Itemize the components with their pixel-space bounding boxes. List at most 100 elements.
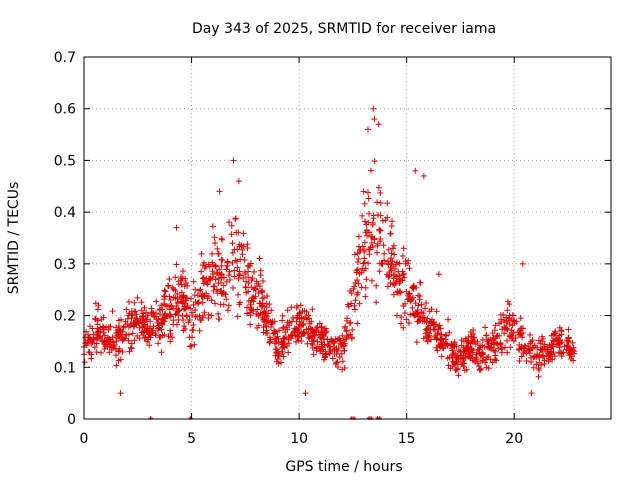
data-point bbox=[126, 348, 133, 355]
data-point bbox=[410, 282, 417, 289]
data-point bbox=[397, 320, 404, 327]
data-point bbox=[385, 246, 392, 253]
data-point bbox=[483, 332, 490, 339]
data-point bbox=[370, 105, 377, 112]
data-point bbox=[229, 284, 236, 291]
data-point bbox=[130, 323, 137, 330]
data-point bbox=[399, 252, 406, 259]
data-point bbox=[259, 300, 266, 307]
y-tick-label: 0.4 bbox=[54, 205, 76, 221]
data-point bbox=[114, 327, 121, 334]
data-point bbox=[536, 359, 543, 366]
data-point bbox=[251, 285, 258, 292]
data-point bbox=[279, 317, 286, 324]
data-point bbox=[210, 271, 217, 278]
data-point bbox=[306, 315, 313, 322]
ticks-layer: 0 0.1 0.2 0.3 0.4 0.5 0.6 0.7 0 5 10 15 20 bbox=[54, 50, 611, 447]
data-point bbox=[245, 262, 252, 269]
data-point bbox=[82, 340, 89, 347]
data-point bbox=[141, 304, 148, 311]
data-point bbox=[170, 286, 177, 293]
data-point bbox=[91, 344, 98, 351]
data-point bbox=[179, 275, 186, 282]
data-point bbox=[489, 359, 496, 366]
data-point bbox=[97, 349, 104, 356]
data-point bbox=[201, 265, 208, 272]
data-point bbox=[296, 315, 303, 322]
data-point bbox=[255, 290, 262, 297]
data-point bbox=[549, 337, 556, 344]
data-point bbox=[316, 320, 323, 327]
data-point bbox=[506, 321, 513, 328]
data-point bbox=[240, 230, 247, 237]
x-tick-label: 20 bbox=[505, 431, 523, 447]
data-point bbox=[374, 199, 381, 206]
data-point bbox=[384, 200, 391, 207]
data-point bbox=[356, 300, 363, 307]
data-point bbox=[415, 318, 422, 325]
data-point bbox=[276, 327, 283, 334]
data-point bbox=[133, 311, 140, 318]
data-point bbox=[222, 291, 229, 298]
data-point bbox=[275, 360, 282, 367]
data-point bbox=[204, 281, 211, 288]
data-point bbox=[465, 340, 472, 347]
data-point bbox=[279, 345, 286, 352]
data-point bbox=[113, 330, 120, 337]
data-point bbox=[183, 280, 190, 287]
data-point bbox=[89, 325, 96, 332]
data-point bbox=[135, 320, 142, 327]
data-point bbox=[113, 345, 120, 352]
data-point bbox=[166, 312, 173, 319]
data-point bbox=[347, 319, 354, 326]
data-point bbox=[391, 265, 398, 272]
data-point bbox=[134, 332, 141, 339]
data-point bbox=[363, 276, 370, 283]
data-point bbox=[224, 262, 231, 269]
data-point bbox=[485, 353, 492, 360]
data-point bbox=[566, 352, 573, 359]
data-point bbox=[451, 340, 458, 347]
data-point bbox=[400, 272, 407, 279]
data-point bbox=[101, 345, 108, 352]
data-point bbox=[104, 335, 111, 342]
data-point bbox=[519, 260, 526, 267]
data-point bbox=[211, 234, 218, 241]
data-point bbox=[529, 337, 536, 344]
data-point bbox=[438, 353, 445, 360]
data-point bbox=[129, 330, 136, 337]
data-point bbox=[571, 350, 578, 357]
data-point bbox=[565, 326, 572, 333]
data-point bbox=[182, 294, 189, 301]
data-point bbox=[170, 305, 177, 312]
data-point bbox=[134, 318, 141, 325]
data-point bbox=[528, 358, 535, 365]
data-point bbox=[354, 320, 361, 327]
data-point bbox=[285, 340, 292, 347]
data-point bbox=[178, 298, 185, 305]
data-point bbox=[223, 278, 230, 285]
data-point bbox=[148, 310, 155, 317]
data-point bbox=[352, 306, 359, 313]
data-point bbox=[377, 235, 384, 242]
data-point bbox=[228, 231, 235, 238]
data-point bbox=[362, 218, 369, 225]
data-point bbox=[367, 167, 374, 174]
data-point bbox=[167, 330, 174, 337]
data-point bbox=[528, 390, 535, 397]
data-point bbox=[406, 265, 413, 272]
data-point bbox=[390, 291, 397, 298]
data-point bbox=[472, 354, 479, 361]
data-point bbox=[506, 301, 513, 308]
data-point bbox=[140, 313, 147, 320]
data-point bbox=[218, 256, 225, 263]
data-point bbox=[293, 303, 300, 310]
data-point bbox=[242, 278, 249, 285]
data-point bbox=[290, 314, 297, 321]
data-point bbox=[98, 316, 105, 323]
data-point bbox=[491, 327, 498, 334]
data-point bbox=[144, 312, 151, 319]
grid-layer bbox=[84, 57, 611, 419]
data-point bbox=[380, 242, 387, 249]
data-point bbox=[280, 324, 287, 331]
